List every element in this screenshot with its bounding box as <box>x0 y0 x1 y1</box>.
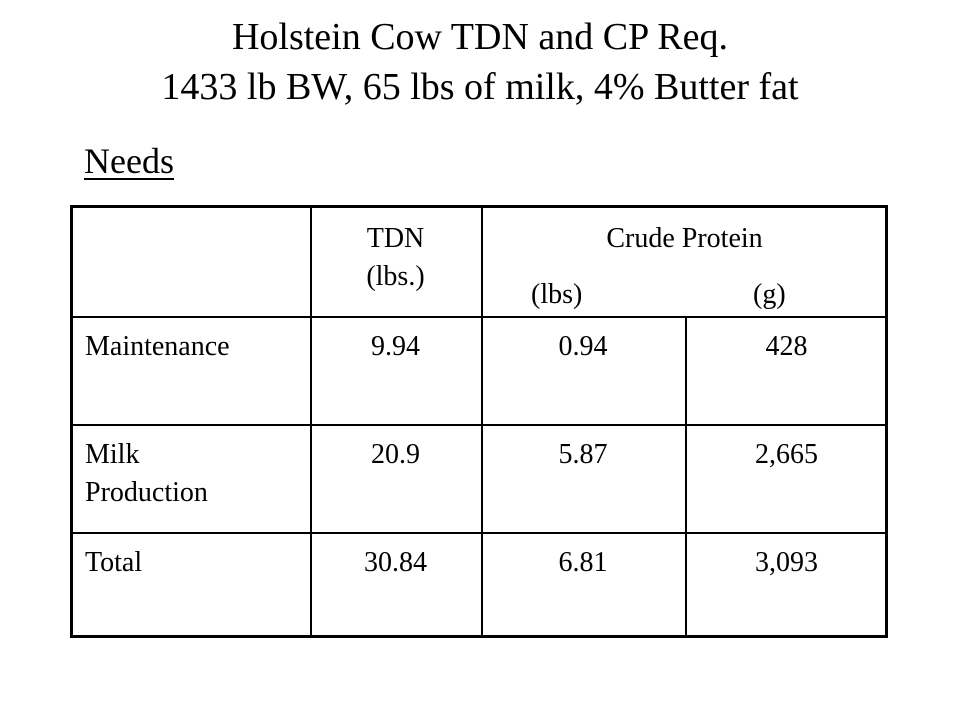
row-divider <box>73 424 885 426</box>
maintenance-cp-g: 428 <box>765 331 808 362</box>
maintenance-tdn: 9.94 <box>371 331 420 362</box>
row-label-milk-line2: Production <box>85 477 208 508</box>
column-divider <box>481 208 483 635</box>
header-tdn-unit: (lbs.) <box>366 261 425 292</box>
header-tdn: TDN (lbs.) <box>310 220 481 296</box>
maintenance-cp-lbs: 0.94 <box>558 331 608 362</box>
header-cp-lbs: (lbs) <box>531 279 583 310</box>
milk-production-cp-lbs: 5.87 <box>558 439 608 470</box>
total-cp-lbs: 6.81 <box>558 547 608 578</box>
header-crude-protein: Crude Protein <box>606 223 763 254</box>
row-label-milk-line1: Milk <box>85 439 140 470</box>
title-line-1: Holstein Cow TDN and CP Req. <box>231 16 729 58</box>
milk-production-cp-g: 2,665 <box>755 439 818 470</box>
column-divider <box>310 208 312 635</box>
row-label-milk-production: Milk Production <box>85 436 208 512</box>
header-cp-g: (g) <box>753 279 786 310</box>
header-tdn-label: TDN <box>366 223 425 254</box>
column-divider <box>685 316 687 635</box>
total-cp-g: 3,093 <box>755 547 818 578</box>
needs-heading: Needs <box>84 141 174 181</box>
row-label-total: Total <box>85 547 143 578</box>
row-divider <box>73 532 885 534</box>
requirements-table: TDN (lbs.) Crude Protein (lbs) (g) Maint… <box>70 205 888 638</box>
row-divider <box>73 316 885 318</box>
milk-production-tdn: 20.9 <box>371 439 420 470</box>
total-tdn: 30.84 <box>364 547 427 578</box>
title-line-2: 1433 lb BW, 65 lbs of milk, 4% Butter fa… <box>161 66 799 108</box>
slide-title: Holstein Cow TDN and CP Req. 1433 lb BW,… <box>0 12 960 112</box>
row-label-maintenance: Maintenance <box>85 331 230 362</box>
